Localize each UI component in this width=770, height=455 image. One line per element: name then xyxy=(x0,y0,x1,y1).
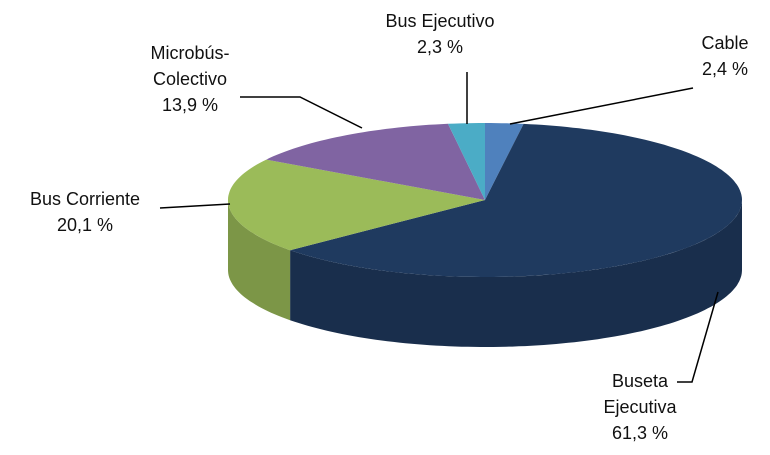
slice xyxy=(448,123,485,200)
slice xyxy=(266,123,485,200)
slice-label: Buseta Ejecutiva 61,3 % xyxy=(585,368,695,446)
value-label: 2,4 % xyxy=(701,59,749,79)
value-label: 13,9 % xyxy=(161,95,219,115)
slice-label: Microbús-Colectivo 13,9 % xyxy=(130,40,250,118)
slice-label: Cable 2,4 % xyxy=(690,30,760,82)
slice xyxy=(485,123,524,200)
category-label: Microbús-Colectivo xyxy=(150,43,230,89)
slice-top xyxy=(266,123,485,200)
value-label: 20,1 % xyxy=(56,215,114,235)
slice-label: Bus Corriente 20,1 % xyxy=(5,186,165,238)
leader-line xyxy=(240,96,363,129)
slice xyxy=(290,123,742,347)
leader-line xyxy=(677,291,719,383)
slice-top xyxy=(485,123,524,200)
slice-top xyxy=(448,123,485,200)
leader-line xyxy=(159,203,231,209)
leader-line xyxy=(509,87,694,125)
value-label: 61,3 % xyxy=(611,423,669,443)
category-label: Buseta Ejecutiva xyxy=(603,371,677,417)
slice-top xyxy=(290,123,742,278)
value-label: 2,3 % xyxy=(416,37,464,57)
slice-top xyxy=(228,159,485,251)
slice-label: Bus Ejecutivo 2,3 % xyxy=(370,8,510,60)
slice-side xyxy=(228,200,291,321)
slice-side xyxy=(290,200,742,347)
slice xyxy=(228,159,485,321)
category-label: Cable xyxy=(701,33,749,53)
category-label: Bus Corriente xyxy=(29,189,141,209)
category-label: Bus Ejecutivo xyxy=(385,11,495,31)
